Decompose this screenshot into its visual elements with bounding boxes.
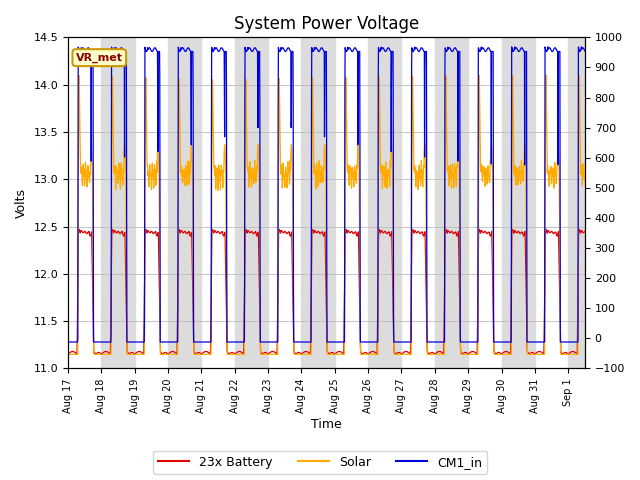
Title: System Power Voltage: System Power Voltage — [234, 15, 419, 33]
Bar — [502, 37, 535, 369]
Bar — [235, 37, 268, 369]
Text: VR_met: VR_met — [76, 52, 123, 63]
Bar — [301, 37, 335, 369]
Bar — [368, 37, 401, 369]
Y-axis label: Volts: Volts — [15, 188, 28, 218]
Legend: 23x Battery, Solar, CM1_in: 23x Battery, Solar, CM1_in — [153, 451, 487, 474]
X-axis label: Time: Time — [311, 419, 342, 432]
Bar — [168, 37, 202, 369]
Bar — [101, 37, 135, 369]
Bar — [568, 37, 602, 369]
Bar — [435, 37, 468, 369]
